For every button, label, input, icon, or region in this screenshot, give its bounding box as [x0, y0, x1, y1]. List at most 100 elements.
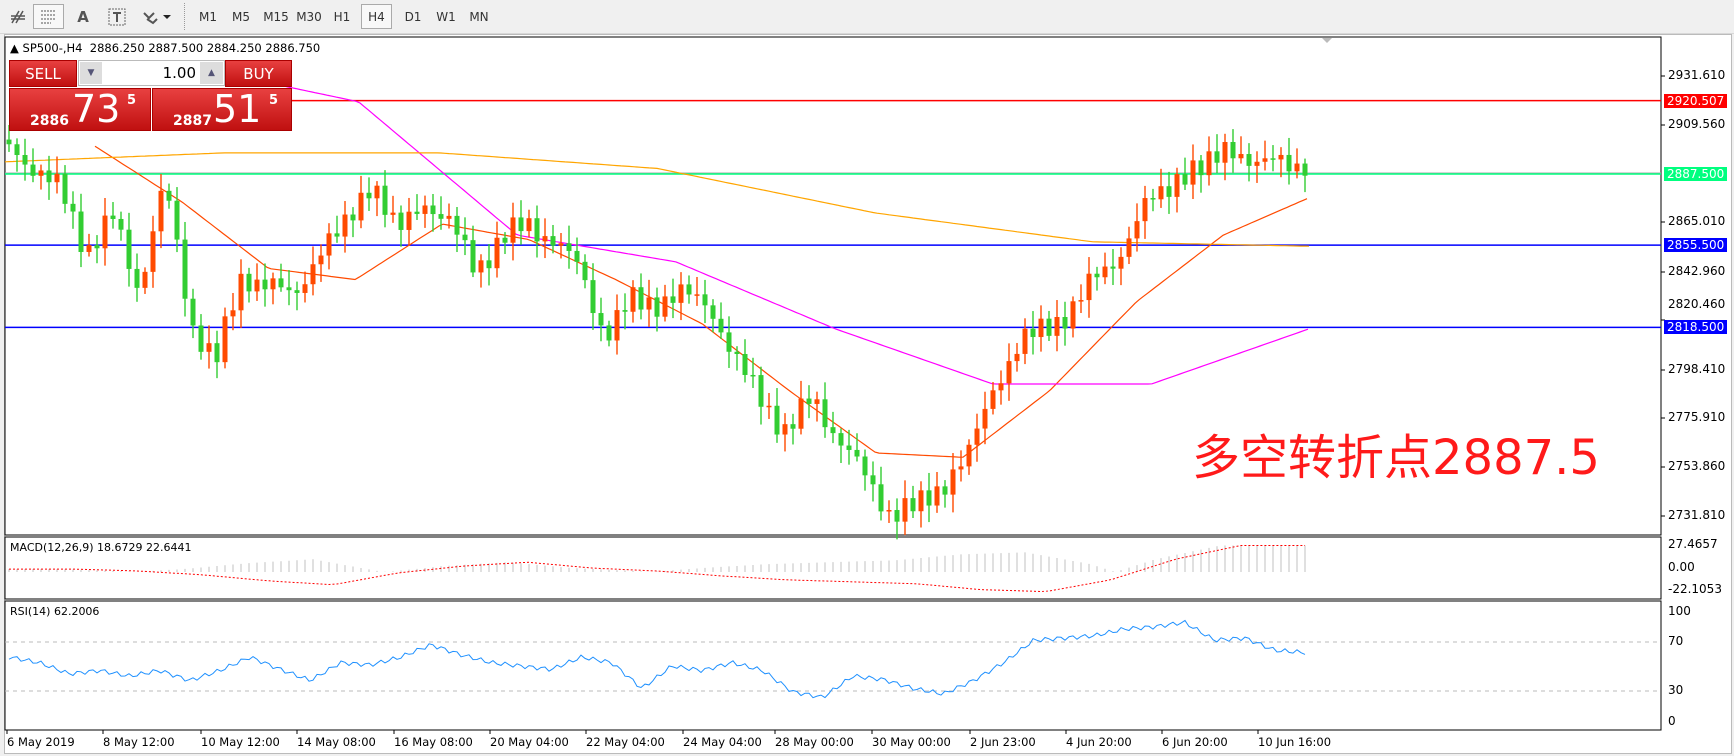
candle-body — [990, 390, 996, 409]
buy-price-fraction: 5 — [269, 93, 279, 108]
price-axis-label: 2775.910 — [1668, 410, 1726, 424]
candle-body — [1038, 318, 1044, 338]
candle-body — [1142, 198, 1148, 222]
candle-body — [374, 185, 380, 199]
timeframe-mn[interactable]: MN — [469, 9, 489, 24]
candle-body — [94, 245, 100, 249]
candle-body — [622, 310, 628, 312]
candle-body — [902, 498, 908, 522]
timeframe-h4[interactable]: H4 — [361, 4, 392, 29]
candle-body — [278, 278, 284, 288]
timeframe-w1[interactable]: W1 — [436, 9, 456, 24]
candle-body — [478, 260, 484, 273]
ma-mid-line — [199, 67, 1309, 385]
candle-body — [46, 170, 52, 183]
buy-price-button[interactable]: 2887 51 5 — [152, 87, 292, 131]
timeframe-m30[interactable]: M30 — [296, 9, 322, 24]
candle-body — [1062, 316, 1068, 329]
sell-button[interactable]: SELL — [9, 60, 77, 87]
candle-body — [70, 203, 76, 212]
candle-body — [1110, 266, 1116, 269]
macd-axis-label: -22.1053 — [1668, 582, 1722, 596]
candle-body — [1270, 158, 1276, 160]
candle-body — [726, 332, 732, 352]
timeframe-m5[interactable]: M5 — [232, 9, 250, 24]
candle-body — [1166, 186, 1172, 197]
chart-objects-icon[interactable] — [6, 4, 32, 29]
candle-body — [862, 456, 868, 476]
candle-body — [614, 310, 620, 341]
candle-body — [166, 190, 172, 201]
candle-body — [1158, 186, 1164, 200]
volume-increase-button[interactable]: ▲ — [200, 62, 223, 84]
arrows-icon[interactable] — [140, 4, 174, 29]
time-axis-label: 6 May 2019 — [7, 735, 75, 749]
candle-body — [678, 284, 684, 303]
candle-body — [1230, 142, 1236, 159]
candle-body — [150, 231, 156, 272]
candle-body — [718, 318, 724, 333]
candle-body — [358, 192, 364, 221]
candle-body — [174, 200, 180, 240]
candle-body — [662, 296, 668, 317]
buy-button[interactable]: BUY — [225, 60, 292, 87]
candle-body — [54, 173, 60, 183]
price-axis-label: 2753.860 — [1668, 459, 1726, 473]
volume-input[interactable]: 1.00 — [162, 64, 196, 82]
candle-body — [998, 383, 1004, 391]
candle-body — [318, 255, 324, 265]
candle-body — [1222, 142, 1228, 163]
buy-price-pips: 51 — [213, 87, 262, 131]
sell-price-button[interactable]: 2886 73 5 — [9, 87, 151, 131]
timeframe-m1[interactable]: M1 — [199, 9, 217, 24]
rsi-line — [8, 619, 1306, 699]
candle-body — [574, 250, 580, 262]
timeframe-m15[interactable]: M15 — [263, 9, 289, 24]
candle-body — [742, 353, 748, 375]
volume-decrease-button[interactable]: ▼ — [80, 62, 102, 84]
candle-body — [534, 218, 540, 242]
time-axis-label: 10 Jun 16:00 — [1258, 735, 1332, 749]
rsi-axis-label: 100 — [1668, 604, 1691, 618]
candle-body — [822, 399, 828, 428]
time-axis-label: 14 May 08:00 — [297, 735, 376, 749]
candle-body — [942, 486, 948, 495]
candle-body — [702, 294, 708, 306]
candle-body — [518, 217, 524, 232]
volume-stepper[interactable]: ▼ 1.00 ▲ — [78, 60, 225, 86]
candle-body — [838, 433, 844, 446]
candle-body — [446, 215, 452, 219]
timeframe-h1[interactable]: H1 — [333, 9, 351, 24]
candle-body — [158, 190, 164, 232]
candle-body — [926, 490, 932, 506]
candle-body — [1302, 163, 1308, 176]
price-axis-label: 2909.560 — [1668, 117, 1726, 131]
candle-body — [414, 211, 420, 214]
candle-body — [1046, 318, 1052, 336]
ohlc-values: 2886.250 2887.500 2884.250 2886.750 — [89, 41, 321, 55]
candle-body — [686, 284, 692, 295]
timeframe-d1[interactable]: D1 — [404, 9, 422, 24]
candle-body — [1022, 328, 1028, 354]
macd-signal-line — [9, 545, 1305, 593]
text-label-icon[interactable] — [106, 4, 128, 29]
candle-body — [1286, 154, 1292, 172]
text-icon[interactable]: A — [77, 7, 89, 26]
candle-body — [710, 305, 716, 319]
toolbar: A M1 M5 M15 M30 H1 H4 D1 W1 MN — [0, 0, 1734, 34]
candle-body — [974, 428, 980, 445]
macd-axis-label: 27.4657 — [1668, 537, 1718, 551]
candle-body — [1006, 361, 1012, 384]
candle-body — [982, 408, 988, 429]
candle-body — [134, 268, 140, 288]
time-axis-label: 6 Jun 20:00 — [1162, 735, 1228, 749]
sell-price-pips: 73 — [72, 87, 121, 131]
candle-body — [286, 287, 292, 291]
time-axis-label: 22 May 04:00 — [586, 735, 665, 749]
candle-body — [510, 217, 516, 243]
candle-body — [246, 273, 252, 292]
candle-body — [1054, 316, 1060, 336]
fibonacci-icon[interactable] — [33, 4, 64, 29]
collapse-triangle-icon[interactable]: ▲ — [10, 41, 19, 55]
candle-body — [1238, 154, 1244, 159]
